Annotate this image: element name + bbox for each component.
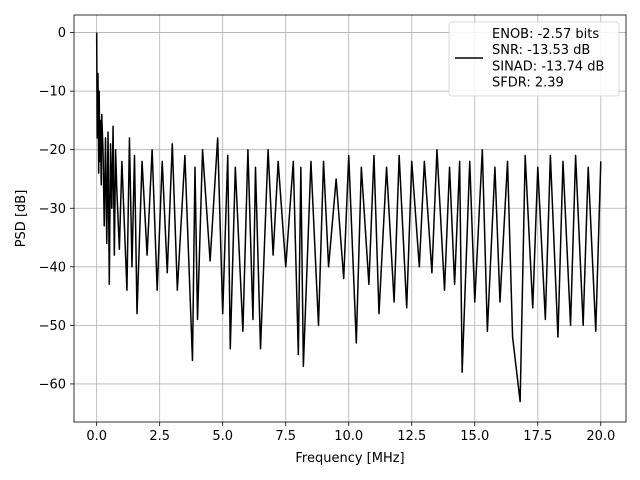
legend-text-line: SINAD: -13.74 dB: [492, 59, 604, 74]
x-tick-label: 20.0: [586, 429, 615, 444]
plot-frame: [73, 14, 627, 423]
y-tick-label: 0: [58, 26, 66, 41]
y-tick-label: −10: [39, 85, 66, 100]
x-tick-label: 17.5: [523, 429, 552, 444]
legend-text-line: SFDR: 2.39: [492, 76, 564, 91]
x-axis-label: Frequency [MHz]: [295, 451, 404, 466]
y-tick-label: −50: [39, 319, 66, 334]
y-tick-label: −40: [39, 260, 66, 275]
x-tick-label: 12.5: [397, 429, 426, 444]
legend-box: [448, 21, 620, 97]
legend-text-line: ENOB: -2.57 bits: [492, 27, 599, 42]
x-tick-label: 0.0: [86, 429, 107, 444]
x-tick-label: 2.5: [149, 429, 170, 444]
y-tick-label: −20: [39, 143, 66, 158]
x-tick-label: 5.0: [212, 429, 233, 444]
y-tick-label: −60: [39, 377, 66, 392]
psd-series-line: [95, 32, 602, 403]
x-tick-label: 15.0: [460, 429, 489, 444]
x-tick-label: 10.0: [334, 429, 363, 444]
x-tick-label: 7.5: [275, 429, 296, 444]
y-axis-label: PSD [dB]: [14, 190, 29, 248]
legend-text-line: SNR: -13.53 dB: [492, 43, 590, 58]
y-tick-label: −30: [39, 202, 66, 217]
